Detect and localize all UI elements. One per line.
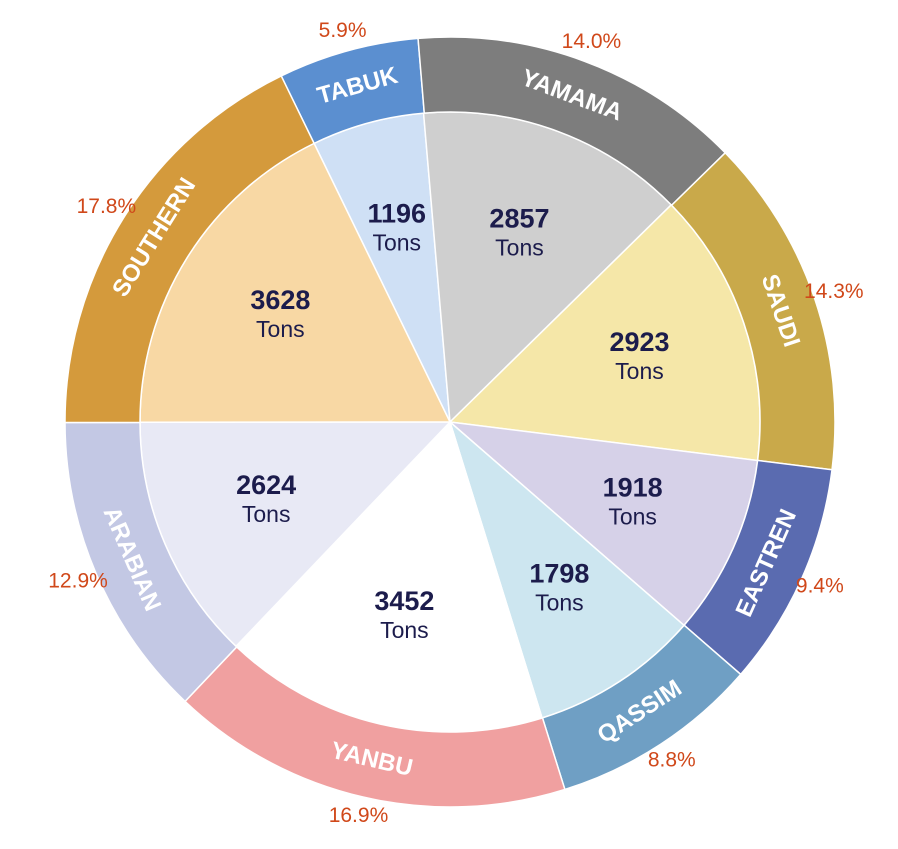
percentage-label: 8.8% (648, 748, 696, 771)
value-label: 3452 (374, 586, 434, 616)
value-label: 1918 (603, 473, 663, 503)
percentage-label: 17.8% (77, 195, 137, 218)
value-label: 3628 (250, 285, 310, 315)
percentage-label: 16.9% (329, 804, 389, 827)
value-label: 1196 (367, 198, 426, 228)
ring-segment (64, 74, 316, 424)
unit-label: Tons (372, 229, 421, 255)
unit-label: Tons (615, 358, 664, 384)
unit-label: Tons (608, 504, 657, 530)
percentage-label: 12.9% (48, 570, 108, 593)
value-label: 2857 (489, 204, 549, 234)
value-label: 2624 (236, 470, 296, 500)
unit-label: Tons (242, 501, 291, 527)
unit-label: Tons (495, 235, 544, 261)
percentage-label: 9.4% (796, 575, 844, 598)
value-label: 1798 (529, 559, 589, 589)
percentage-label: 14.0% (562, 30, 622, 53)
percentage-label: 5.9% (319, 19, 367, 42)
unit-label: Tons (535, 590, 584, 616)
percentage-label: 14.3% (804, 280, 864, 303)
value-label: 2923 (609, 327, 669, 357)
unit-label: Tons (256, 316, 305, 342)
unit-label: Tons (380, 617, 429, 643)
